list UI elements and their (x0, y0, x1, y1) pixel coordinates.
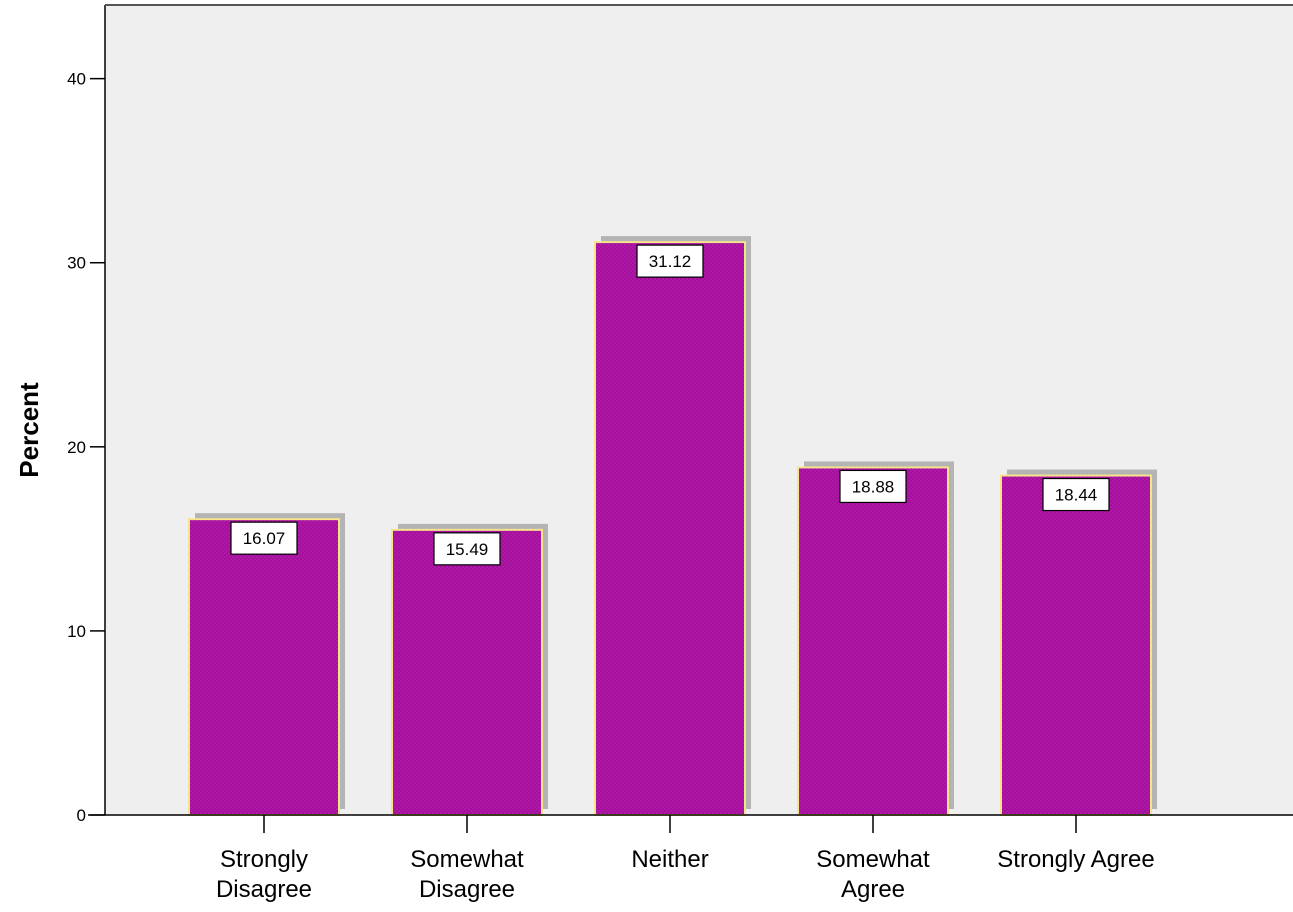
data-label-box (1042, 477, 1110, 512)
x-tick-label: Strongly Agree (997, 846, 1154, 873)
y-tick-label: 30 (67, 254, 86, 273)
data-label: 15.49 (446, 540, 489, 559)
data-label-box (636, 244, 704, 278)
bar (391, 528, 543, 817)
x-tick-label: Neither (631, 846, 708, 873)
x-tick-label: Somewhat Disagree (410, 846, 524, 903)
y-tick-label: 40 (67, 70, 86, 89)
data-label-box (839, 469, 907, 504)
data-label: 31.12 (649, 252, 692, 271)
y-axis-ticks: 0 10 20 30 40 (67, 70, 105, 825)
data-label: 18.44 (1055, 486, 1098, 505)
data-label: 16.07 (243, 529, 286, 548)
axes (88, 4, 1293, 816)
x-tick-label: Somewhat Agree (816, 846, 930, 903)
data-label-box (230, 521, 298, 555)
x-tick-label: Strongly Disagree (216, 846, 312, 903)
y-tick-label: 20 (67, 438, 86, 457)
bar-series (188, 236, 1157, 817)
bar (188, 518, 340, 816)
y-tick-label: 10 (67, 622, 86, 641)
data-labels: 16.07 15.49 31.12 18.88 18.44 (230, 244, 1110, 566)
bar (797, 466, 949, 816)
bar (1000, 474, 1152, 816)
y-axis-title: Percent (14, 382, 44, 478)
data-label: 18.88 (852, 477, 895, 496)
x-axis-ticks: Strongly Disagree Somewhat Disagree Neither S… (216, 815, 1155, 903)
y-tick-label: 0 (77, 806, 86, 825)
y-axis-title-group: Percent (14, 382, 44, 478)
bar (594, 241, 746, 817)
data-label-box (433, 532, 501, 566)
